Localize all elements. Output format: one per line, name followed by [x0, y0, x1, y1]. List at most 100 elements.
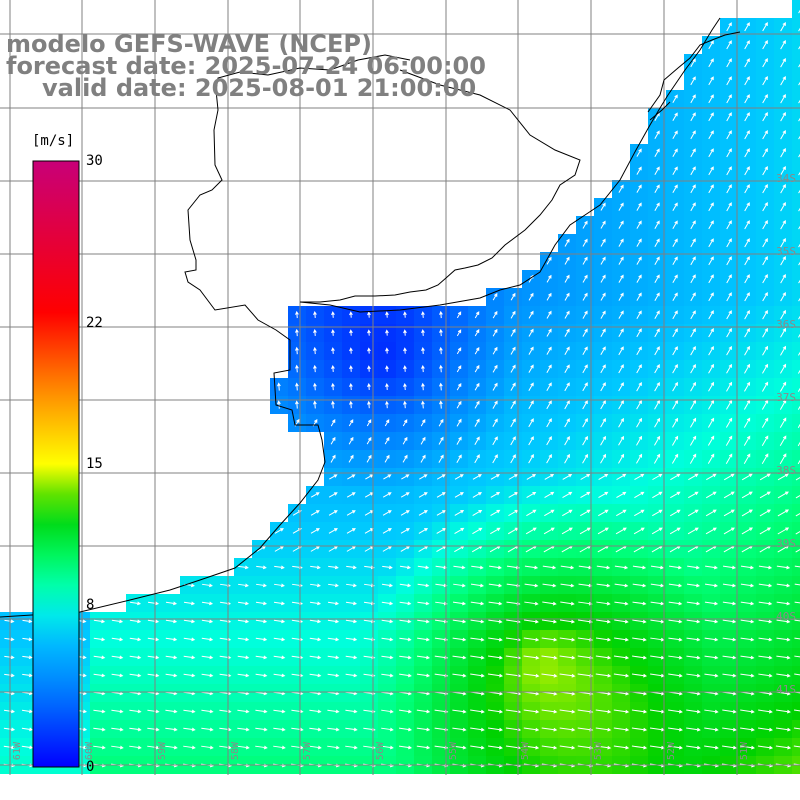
- wind-arrow: [650, 601, 665, 606]
- wind-arrow: [671, 453, 679, 464]
- speed-cell: [792, 450, 800, 468]
- wind-arrow: [797, 369, 800, 374]
- wind-arrow: [255, 637, 268, 642]
- wind-arrow: [776, 583, 791, 588]
- wind-arrow: [744, 76, 750, 86]
- wind-arrow: [525, 527, 537, 535]
- wind-arrow: [295, 346, 299, 355]
- longitude-label: 58W: [230, 742, 241, 761]
- wind-arrow: [182, 781, 196, 786]
- wind-arrow: [510, 418, 516, 428]
- wind-arrow: [632, 565, 647, 570]
- wind-arrow: [364, 583, 375, 588]
- wind-arrow: [564, 400, 570, 410]
- wind-arrow: [313, 364, 317, 373]
- wind-arrow: [470, 601, 485, 606]
- wind-arrow: [600, 400, 606, 410]
- wind-arrow: [523, 781, 540, 786]
- wind-arrow: [470, 619, 485, 624]
- coastline-north: [647, 31, 741, 121]
- wind-arrow: [776, 709, 791, 714]
- wind-arrow: [416, 781, 431, 786]
- wind-arrow: [146, 781, 160, 786]
- wind-arrow: [237, 619, 250, 624]
- wind-arrow: [470, 709, 485, 714]
- wind-arrow: [705, 565, 718, 570]
- wind-arrow: [708, 40, 714, 50]
- wind-arrow: [636, 346, 642, 356]
- wind-arrow: [775, 727, 792, 732]
- wind-arrow: [600, 310, 606, 319]
- wind-arrow: [327, 619, 340, 624]
- wind-arrow: [327, 709, 340, 714]
- wind-arrow: [689, 435, 697, 446]
- wind-arrow: [777, 527, 790, 535]
- wind-arrow: [704, 727, 719, 732]
- wind-arrow: [762, 292, 768, 302]
- wind-arrow: [492, 346, 498, 355]
- wind-arrow: [744, 345, 750, 356]
- wind-arrow: [722, 601, 737, 606]
- wind-arrow: [618, 310, 624, 319]
- wind-arrow: [654, 184, 660, 193]
- speed-cell: [792, 486, 800, 504]
- wind-arrow: [541, 709, 558, 714]
- wind-arrow: [544, 509, 555, 517]
- wind-arrow: [3, 781, 16, 786]
- wind-arrow: [349, 311, 353, 318]
- wind-arrow: [346, 528, 356, 534]
- wind-arrow: [385, 383, 389, 390]
- wind-arrow: [631, 781, 648, 786]
- wind-arrow: [722, 709, 737, 714]
- speed-cell: [792, 630, 800, 648]
- wind-arrow: [672, 435, 679, 446]
- wind-arrow: [528, 346, 534, 355]
- wind-arrow: [129, 727, 142, 732]
- wind-arrow: [613, 727, 630, 732]
- wind-arrow: [295, 400, 299, 409]
- wind-arrow: [165, 637, 178, 642]
- wind-arrow: [708, 94, 714, 104]
- wind-arrow: [559, 745, 576, 750]
- wind-arrow: [618, 328, 624, 338]
- wind-arrow: [236, 781, 250, 786]
- speed-cell: [792, 468, 800, 486]
- wind-arrow: [793, 781, 800, 784]
- wind-arrow: [798, 171, 800, 176]
- speed-cell: [792, 144, 800, 162]
- wind-arrow: [418, 528, 429, 534]
- wind-arrow: [794, 601, 800, 604]
- wind-arrow: [739, 781, 756, 786]
- wind-arrow: [255, 601, 268, 606]
- wind-arrow: [741, 491, 753, 499]
- wind-arrow: [399, 655, 412, 660]
- wind-arrow: [274, 583, 285, 588]
- wind-arrow: [596, 601, 611, 606]
- wind-arrow: [707, 435, 715, 446]
- wind-arrow: [331, 382, 335, 391]
- wind-arrow: [758, 601, 773, 606]
- wind-arrow: [454, 492, 464, 498]
- wind-arrow: [328, 492, 338, 498]
- wind-arrow: [654, 381, 660, 392]
- wind-arrow: [758, 673, 773, 678]
- wind-arrow: [744, 381, 751, 392]
- wind-arrow: [524, 565, 539, 570]
- wind-arrow: [708, 381, 715, 392]
- wind-arrow: [708, 328, 714, 338]
- wind-arrow: [578, 601, 593, 606]
- wind-arrow: [582, 220, 588, 229]
- wind-arrow: [743, 399, 751, 410]
- wind-arrow: [762, 94, 768, 104]
- longitude-label: 51W: [739, 742, 750, 761]
- wind-arrow: [474, 418, 480, 427]
- wind-arrow: [111, 655, 124, 660]
- wind-arrow: [798, 243, 800, 248]
- wind-arrow: [633, 527, 645, 535]
- wind-arrow: [636, 184, 642, 193]
- wind-arrow: [798, 81, 800, 86]
- wind-arrow: [636, 202, 642, 211]
- wind-arrow: [780, 273, 786, 284]
- wind-arrow: [741, 509, 753, 517]
- wind-arrow: [636, 274, 642, 283]
